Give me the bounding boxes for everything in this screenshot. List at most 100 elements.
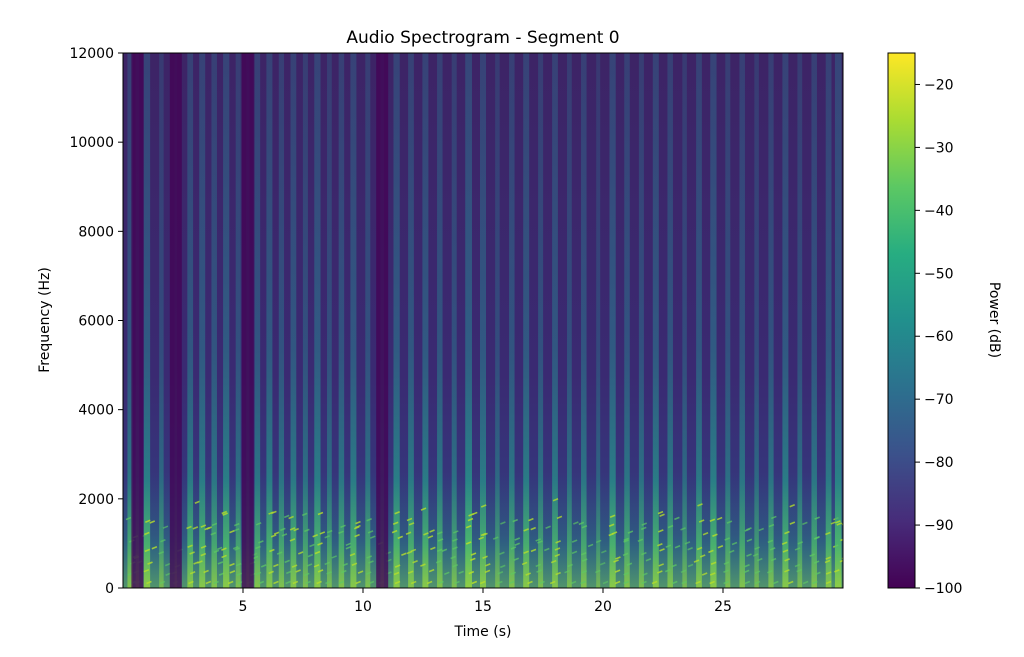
harmonic-mark (407, 570, 414, 574)
harmonic-mark (681, 580, 688, 585)
harmonic-mark (470, 552, 477, 556)
harmonic-mark (435, 559, 442, 564)
colorbar-ticks: −20 −30 −40 −50 −60 −70 −80 −90 −100 (915, 77, 962, 597)
harmonic-mark (717, 545, 724, 549)
harmonic-mark (614, 580, 621, 585)
harmonic-mark (825, 531, 831, 536)
energy-stripe (254, 53, 261, 588)
energy-stripe (682, 53, 687, 588)
harmonic-mark (523, 550, 529, 554)
harmonic-mark (144, 548, 151, 553)
harmonic-mark (149, 520, 156, 524)
colorbar-tick-label: −20 (924, 77, 954, 93)
harmonic-mark (555, 571, 561, 576)
harmonic-mark (767, 569, 773, 574)
harmonic-mark (814, 535, 820, 540)
harmonic-mark (796, 568, 802, 573)
harmonic-mark (467, 517, 474, 522)
harmonic-mark (366, 555, 372, 559)
harmonic-mark (698, 519, 705, 523)
harmonic-mark (326, 571, 332, 575)
y-axis: 0 2000 4000 6000 8000 10000 12000 (69, 46, 123, 597)
energy-stripe (596, 53, 601, 588)
harmonic-mark (746, 538, 753, 542)
colorbar-tick-label: −50 (924, 266, 954, 282)
x-tick-label: 10 (354, 599, 372, 615)
harmonic-mark (394, 511, 400, 515)
harmonic-mark (535, 538, 541, 542)
harmonic-mark (554, 547, 561, 551)
energy-stripe (437, 53, 443, 588)
harmonic-mark (556, 515, 563, 520)
harmonic-mark (471, 580, 478, 585)
harmonic-mark (192, 526, 199, 530)
harmonic-mark (227, 580, 234, 585)
y-tick-label: 4000 (78, 403, 114, 419)
harmonic-mark (258, 540, 264, 544)
harmonic-mark (680, 527, 686, 531)
harmonic-mark (842, 582, 843, 584)
harmonic-mark (314, 550, 321, 555)
harmonic-mark (233, 522, 240, 527)
harmonic-mark (281, 533, 288, 537)
harmonic-mark (536, 569, 542, 573)
harmonic-mark (276, 551, 283, 555)
harmonic-mark (716, 516, 723, 521)
harmonic-mark (317, 542, 323, 546)
harmonic-mark (512, 518, 518, 523)
harmonic-mark (145, 519, 151, 523)
harmonic-mark (317, 511, 324, 516)
harmonic-mark (478, 536, 484, 541)
harmonic-mark (452, 538, 458, 542)
harmonic-mark (307, 553, 314, 558)
harmonic-mark (658, 563, 664, 567)
harmonic-mark (674, 516, 680, 521)
harmonic-mark (229, 529, 235, 534)
harmonic-mark (357, 570, 364, 574)
harmonic-mark (426, 580, 433, 585)
energy-stripe (350, 53, 357, 588)
energy-stripe (302, 53, 308, 588)
harmonic-mark (355, 520, 361, 525)
energy-stripe (495, 53, 500, 588)
harmonic-mark (452, 564, 459, 568)
harmonic-mark (752, 553, 759, 557)
harmonic-mark (709, 572, 716, 576)
harmonic-mark (316, 580, 322, 585)
harmonic-mark (453, 530, 459, 534)
silent-gap (131, 53, 144, 588)
harmonic-mark (293, 527, 299, 532)
energy-stripe (223, 53, 230, 588)
energy-stripe (143, 53, 151, 588)
harmonic-mark (269, 548, 275, 553)
harmonic-mark (255, 545, 261, 550)
harmonic-mark (325, 580, 331, 585)
harmonic-mark (724, 537, 730, 541)
harmonic-mark (366, 517, 372, 522)
energy-stripe (480, 53, 486, 588)
harmonic-mark (525, 572, 531, 576)
energy-stripe (338, 53, 345, 588)
harmonic-mark (567, 563, 573, 568)
harmonic-mark (514, 537, 521, 541)
harmonic-mark (769, 547, 776, 551)
harmonic-mark (331, 555, 337, 559)
energy-stripe (581, 53, 587, 588)
harmonic-mark (217, 561, 224, 565)
silent-gap (169, 53, 182, 588)
harmonic-mark (338, 580, 345, 585)
harmonic-mark (768, 523, 775, 528)
harmonic-mark (754, 570, 761, 574)
harmonic-mark (514, 542, 521, 547)
harmonic-mark (712, 533, 718, 538)
harmonic-mark (194, 500, 201, 504)
harmonic-mark (405, 531, 412, 535)
harmonic-mark (313, 564, 320, 568)
harmonic-mark (188, 580, 194, 585)
harmonic-mark (211, 522, 218, 527)
harmonic-mark (367, 530, 374, 534)
harmonic-mark (353, 525, 360, 530)
harmonic-mark (695, 580, 701, 585)
harmonic-mark (602, 580, 609, 585)
energy-stripe (127, 53, 133, 588)
